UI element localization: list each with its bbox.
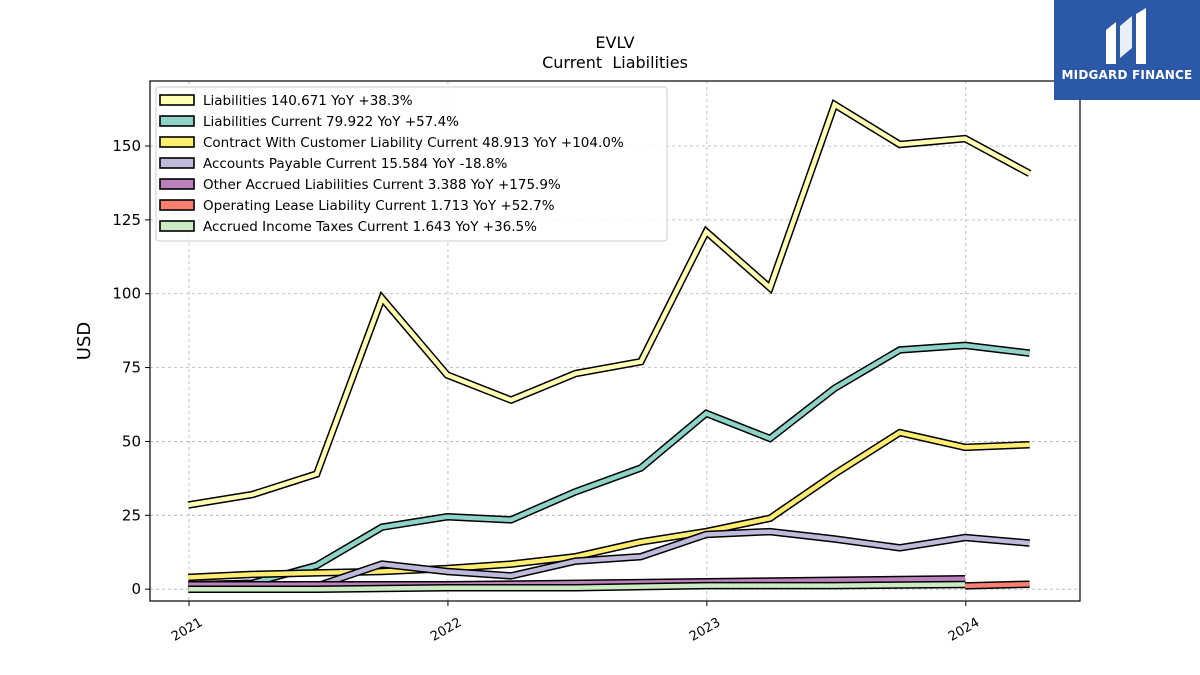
legend-item: Accounts Payable Current 15.584 YoY -18.… (159, 156, 508, 172)
legend-swatch (159, 115, 195, 127)
series-line-stroke (188, 343, 1030, 588)
series-line-stroke (188, 576, 966, 588)
series-line (965, 580, 1030, 590)
legend-item: Liabilities Current 79.922 YoY +57.4% (159, 114, 459, 130)
series-line (188, 341, 1031, 589)
legend-item: Accrued Income Taxes Current 1.643 YoY +… (159, 219, 537, 235)
y-tick-label: 25 (122, 506, 141, 524)
y-tick-label: 150 (112, 137, 141, 155)
legend-label: Liabilities 140.671 YoY +38.3% (203, 93, 413, 109)
legend-swatch (159, 94, 195, 106)
legend-label: Operating Lease Liability Current 1.713 … (203, 198, 555, 214)
x-tick-label: 2023 (687, 615, 723, 645)
y-tick-label: 50 (122, 432, 141, 450)
legend-swatch (159, 157, 195, 169)
series-line-stroke (188, 582, 966, 592)
legend-swatch (159, 199, 195, 211)
y-tick-label: 100 (112, 285, 141, 303)
legend-swatch (159, 178, 195, 190)
legend-swatch (159, 220, 195, 232)
series-line (188, 580, 966, 593)
legend-label: Liabilities Current 79.922 YoY +57.4% (203, 114, 459, 130)
legend-label: Other Accrued Liabilities Current 3.388 … (203, 177, 561, 193)
legend-box (155, 86, 668, 242)
legend: Liabilities 140.671 YoY +38.3% Liabilitie… (155, 86, 668, 242)
series-line (188, 575, 966, 589)
y-tick-label: 0 (131, 580, 141, 598)
legend-label: Accrued Income Taxes Current 1.643 YoY +… (203, 219, 537, 235)
y-axis-label: USD (74, 322, 95, 360)
brand-logo-icon (1106, 8, 1146, 64)
chart-subtitle: Current Liabilities (542, 53, 688, 72)
legend-item: Liabilities 140.671 YoY +38.3% (159, 93, 413, 109)
legend-item: Other Accrued Liabilities Current 3.388 … (159, 177, 561, 193)
legend-label: Accounts Payable Current 15.584 YoY -18.… (203, 156, 508, 172)
series-lines (187, 98, 1032, 593)
series-line-stroke (188, 430, 1030, 580)
brand-name: MIDGARD FINANCE (1061, 68, 1193, 82)
legend-item: Operating Lease Liability Current 1.713 … (159, 198, 555, 214)
x-tick-label: 2022 (428, 615, 464, 645)
plot-area-frame (149, 80, 1081, 602)
series-line-stroke (965, 581, 1030, 589)
series-line (187, 98, 1032, 509)
legend-swatch (159, 136, 195, 148)
chart-title: EVLV (595, 33, 634, 52)
y-tick-label: 125 (112, 211, 141, 229)
x-tick-label: 2024 (946, 615, 982, 645)
y-tick-label: 75 (122, 359, 141, 377)
series-line (188, 428, 1030, 582)
legend-item: Contract With Customer Liability Current… (159, 135, 624, 151)
brand-logo: MIDGARD FINANCE (1054, 0, 1200, 100)
series-line-stroke (187, 101, 1031, 508)
x-tick-label: 2021 (169, 615, 205, 645)
legend-label: Contract With Customer Liability Current… (203, 135, 624, 151)
